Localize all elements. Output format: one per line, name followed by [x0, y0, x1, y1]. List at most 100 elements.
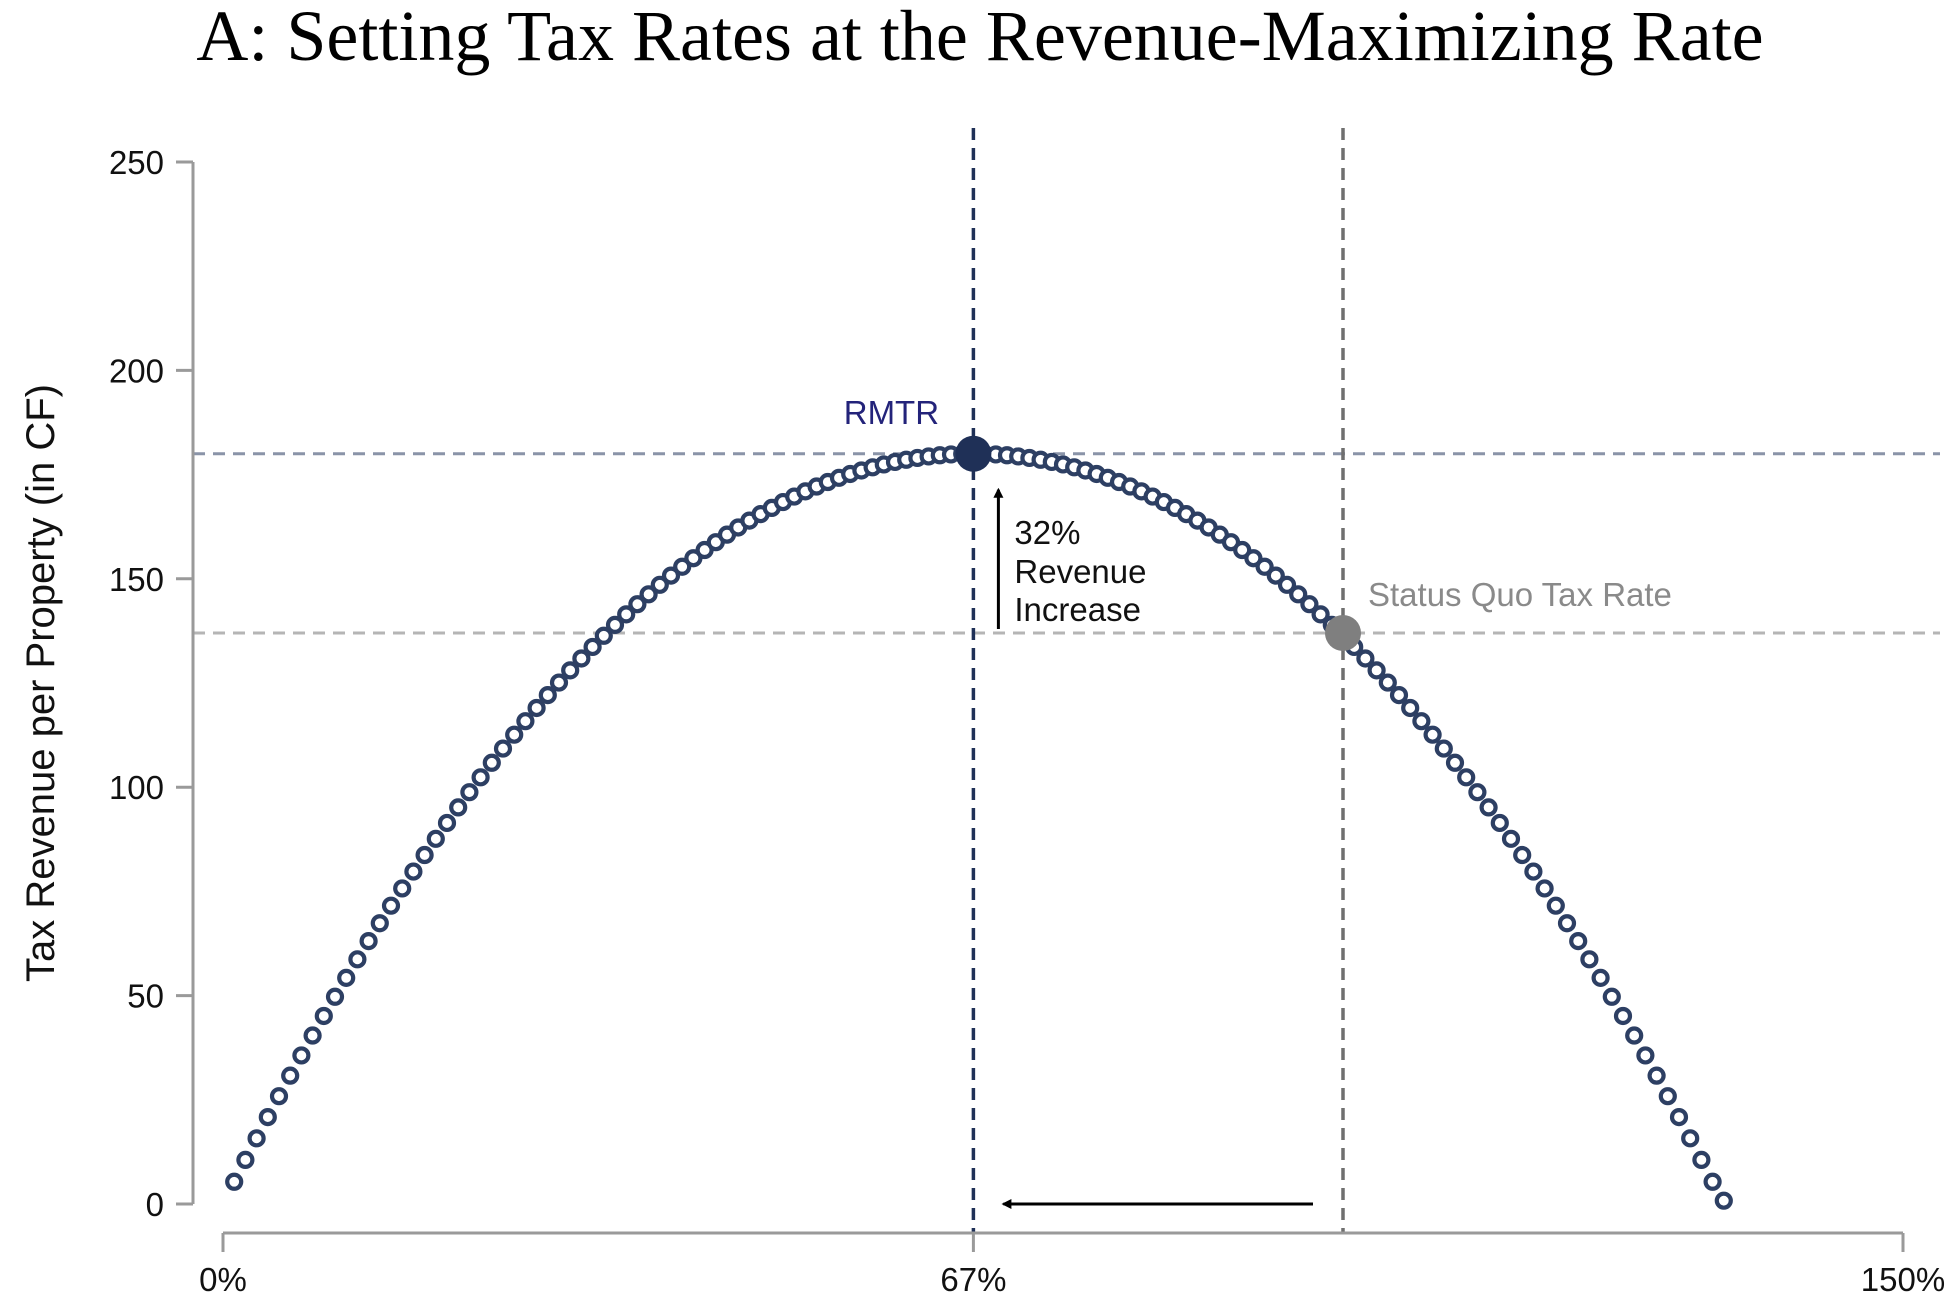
- revenue-increase-word: Revenue: [1014, 553, 1146, 590]
- curve-point: [1625, 1026, 1644, 1045]
- curve-point: [1457, 768, 1476, 787]
- curve-point: [1669, 1107, 1689, 1127]
- curve-point: [549, 673, 569, 692]
- curve-point: [1569, 932, 1588, 951]
- y-axis-label: Tax Revenue per Property (in CF): [19, 384, 63, 982]
- axes: 0 50 100 150 200 250 0% 67% 150%: [109, 144, 1945, 1298]
- curve-point: [359, 932, 378, 951]
- curve-point: [404, 862, 423, 881]
- y-tick-label: 150: [109, 561, 164, 598]
- curve-point: [1468, 783, 1487, 802]
- curve-point: [1557, 914, 1577, 933]
- curve-point: [381, 896, 401, 915]
- curve-point: [1412, 712, 1431, 731]
- curve-point: [1501, 829, 1521, 848]
- curve-point: [325, 987, 345, 1006]
- curve-point: [538, 685, 557, 705]
- curve-point: [225, 1172, 244, 1191]
- curve-point: [1524, 862, 1543, 881]
- curve-point: [393, 879, 412, 898]
- curve-point: [1513, 845, 1532, 865]
- curve-point: [337, 968, 356, 987]
- curve-point: [617, 605, 636, 624]
- revenue-curve: [225, 444, 1733, 1210]
- chart-title: A: Setting Tax Rates at the Revenue-Maxi…: [196, 0, 1764, 76]
- y-tick-label: 200: [109, 352, 164, 389]
- curve-point: [572, 649, 591, 668]
- curve-point: [527, 698, 546, 718]
- curve-point: [415, 845, 434, 865]
- curve-point: [1658, 1087, 1677, 1106]
- curve-point: [650, 575, 669, 594]
- curve-point: [460, 783, 479, 802]
- curve-point: [1389, 685, 1409, 705]
- curve-point: [1602, 987, 1621, 1006]
- curve-point: [437, 813, 457, 833]
- curve-point: [516, 712, 535, 731]
- curve-point: [1445, 753, 1465, 772]
- curve-point: [1535, 879, 1554, 898]
- curve-point: [1714, 1191, 1733, 1210]
- curve-point: [661, 566, 681, 585]
- curve-point: [281, 1066, 300, 1085]
- curve-point: [1311, 605, 1330, 624]
- curve-point: [1647, 1066, 1666, 1085]
- curve-point: [493, 739, 513, 758]
- curve-point: [1266, 566, 1285, 585]
- curve-point: [303, 1026, 322, 1045]
- curve-point: [348, 950, 367, 969]
- y-tick-label: 0: [146, 1186, 164, 1223]
- curve-point: [1367, 661, 1386, 680]
- curve-point: [236, 1150, 255, 1169]
- y-tick-label: 50: [127, 978, 164, 1015]
- curve-point: [449, 798, 468, 817]
- revenue-increase-increase: Increase: [1014, 591, 1141, 628]
- curve-point: [594, 626, 613, 645]
- revenue-increase-percent: 32%: [1014, 514, 1080, 551]
- rmtr-label: RMTR: [844, 394, 939, 431]
- curve-point: [314, 1006, 333, 1026]
- curve-point: [482, 753, 501, 772]
- annotations: RMTR Status Quo Tax Rate 32% Revenue Inc…: [844, 394, 1672, 1209]
- curve-point: [426, 829, 445, 848]
- highlight-markers: [955, 435, 1361, 651]
- curve-point: [1423, 725, 1442, 744]
- curve-point: [561, 661, 580, 680]
- curve-point: [1703, 1172, 1722, 1191]
- curve-point: [628, 595, 647, 614]
- curve-point: [1289, 585, 1308, 604]
- curve-point: [1277, 575, 1297, 594]
- curve-point: [1580, 950, 1599, 969]
- curve-point: [1613, 1006, 1633, 1026]
- curve-point: [292, 1046, 311, 1065]
- x-tick-label: 0%: [199, 1261, 247, 1298]
- curve-point: [505, 725, 524, 744]
- curve-point: [1636, 1046, 1655, 1065]
- curve-point: [1401, 698, 1420, 718]
- curve-point: [1681, 1129, 1700, 1148]
- curve-point: [1378, 673, 1397, 692]
- curve-point: [1591, 968, 1610, 987]
- x-tick-label: 67%: [940, 1261, 1006, 1298]
- status-quo-point: [1325, 614, 1361, 651]
- curve-point: [1479, 798, 1498, 817]
- rmtr-point: [955, 435, 992, 472]
- curve-point: [1490, 813, 1509, 833]
- curve-point: [673, 557, 692, 576]
- curve-point: [370, 914, 389, 933]
- y-tick-label: 250: [109, 144, 164, 181]
- curve-point: [247, 1129, 266, 1148]
- status-quo-label: Status Quo Tax Rate: [1368, 576, 1672, 613]
- curve-point: [583, 637, 602, 657]
- curve-point: [639, 585, 658, 604]
- curve-point: [1244, 549, 1263, 568]
- curve-point: [471, 768, 490, 787]
- curve-point: [1434, 739, 1453, 758]
- curve-point: [605, 615, 625, 634]
- curve-point: [1692, 1150, 1711, 1169]
- curve-point: [269, 1087, 289, 1106]
- x-tick-label: 150%: [1861, 1261, 1945, 1298]
- curve-point: [1255, 557, 1274, 576]
- y-tick-label: 100: [109, 769, 164, 806]
